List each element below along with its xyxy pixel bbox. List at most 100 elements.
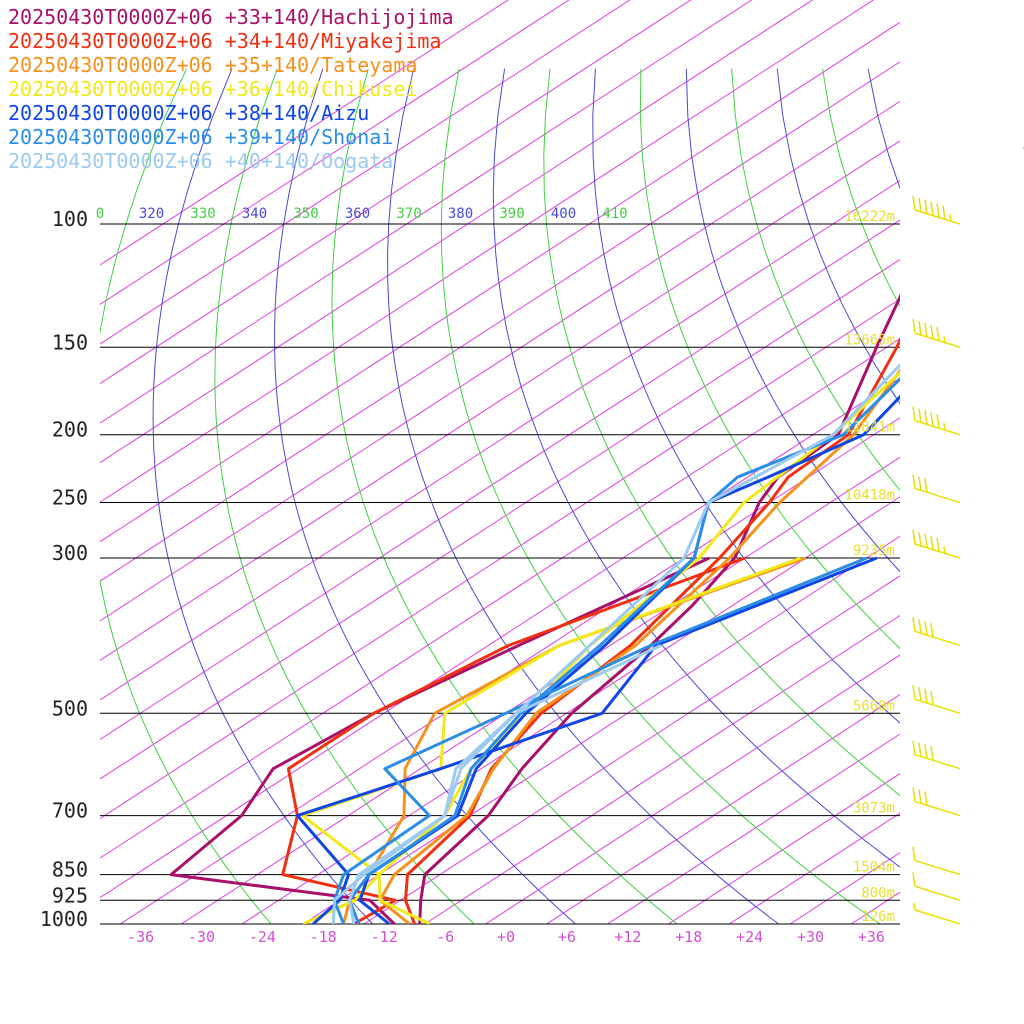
dry-adiabat-line: [543, 68, 900, 797]
isotherm-line: [485, 654, 900, 924]
profile-line-shonai: [332, 556, 868, 924]
height-label: 5660m: [853, 698, 895, 714]
pressure-tick-label: 100: [52, 207, 88, 231]
temperature-tick-label: +36: [858, 928, 885, 946]
height-label: 13665m: [844, 332, 895, 348]
dry-adiabat-line: [731, 68, 900, 492]
temperature-tick-label: -24: [249, 928, 276, 946]
wind-barb: [913, 902, 961, 925]
legend-entry: 20250430T0000Z+06 +33+140/Hachijojima: [8, 5, 454, 29]
wind-barb: [912, 195, 961, 225]
legend-entry: 20250430T0000Z+06 +36+140/Chikusei: [8, 77, 417, 101]
pressure-tick-label: 200: [52, 418, 88, 442]
height-label: 3073m: [853, 801, 895, 817]
isotherm-line: [912, 0, 1024, 924]
profile-line-shonai: [348, 376, 900, 924]
dry-adiabat-line: [776, 68, 900, 405]
isotherm-line: [973, 0, 1024, 924]
temperature-tick-label: -36: [127, 928, 154, 946]
temperature-tick-label: +18: [675, 928, 702, 946]
temperature-tick-label: +30: [797, 928, 824, 946]
wind-barb: [912, 406, 961, 436]
dry-adiabat-line: [492, 68, 900, 868]
dry-adiabat-line: [685, 68, 900, 573]
theta-label: 340: [242, 206, 267, 222]
isotherm-line: [850, 891, 900, 924]
dry-adiabat-line: [592, 68, 900, 724]
dry-adiabat-line: [959, 69, 1024, 939]
wind-barb: [912, 846, 961, 876]
legend-entry: 20250430T0000Z+06 +40+140/Oogata: [8, 149, 393, 173]
isotherm-line: [241, 496, 900, 924]
height-label: 1504m: [853, 860, 895, 876]
theta-label: 330: [190, 206, 215, 222]
profile-line-hachijojima: [418, 293, 900, 924]
profile-line-oogata: [348, 362, 900, 924]
temperature-tick-label: -30: [188, 928, 215, 946]
pressure-tick-label: 850: [52, 858, 88, 882]
theta-label: 390: [499, 206, 524, 222]
pressure-tick-label: 700: [52, 799, 88, 823]
isotherm-line: [363, 575, 900, 924]
temperature-tick-label: -18: [310, 928, 337, 946]
theta-label: 350: [293, 206, 318, 222]
wind-barb: [912, 319, 961, 348]
theta-label: 370: [396, 206, 421, 222]
isotherm-line: [424, 614, 900, 924]
pressure-tick-label: 500: [52, 696, 88, 720]
height-label: 126m: [861, 909, 895, 925]
profile-line-miyakejima: [281, 556, 746, 924]
temperature-tick-label: +24: [736, 928, 763, 946]
dry-adiabat-line: [274, 68, 577, 924]
wind-barb: [912, 617, 961, 647]
theta-label: 320: [139, 206, 164, 222]
dry-adiabat-line: [639, 68, 900, 650]
legend-entry: 20250430T0000Z+06 +39+140/Shonai: [8, 125, 393, 149]
theta-label: 410: [602, 206, 627, 222]
profile-line-miyakejima: [404, 336, 900, 924]
pressure-grid: [100, 223, 900, 925]
height-label: 9235m: [853, 543, 895, 559]
temperature-tick-label: +6: [558, 928, 576, 946]
pressure-tick-label: 300: [52, 541, 88, 565]
legend: 20250430T0000Z+06 +33+140/Hachijojima202…: [8, 5, 454, 173]
theta-label: 380: [448, 206, 473, 222]
legend-entry: 20250430T0000Z+06 +34+140/Miyakejima: [8, 29, 441, 53]
height-label: 800m: [861, 885, 895, 901]
dry-adiabat-line: [331, 68, 678, 924]
profile-line-tateyama: [378, 368, 900, 924]
temperature-tick-label: +12: [614, 928, 641, 946]
isotherm-line: [100, 0, 753, 424]
wind-barb: [912, 685, 961, 714]
pressure-tick-label: 925: [52, 883, 88, 907]
wind-barbs: [912, 195, 961, 925]
isotherm-line: [607, 733, 900, 924]
height-label: 11841m: [844, 420, 895, 436]
pressure-tick-label: 150: [52, 330, 88, 354]
isotherm-line: [100, 0, 509, 266]
height-label: 10418m: [844, 488, 895, 504]
isotherm-line: [668, 773, 900, 924]
wind-barb: [912, 740, 961, 770]
height-label: 16222m: [844, 209, 895, 225]
profile-line-oogata: [331, 644, 662, 924]
theta-label: 0: [96, 206, 104, 222]
isotherm-line: [100, 0, 692, 385]
isotherm-label: -66: [1021, 138, 1024, 156]
isotherm-line: [100, 0, 570, 306]
dry-adiabat-line: [914, 69, 1024, 939]
pressure-tick-label: 250: [52, 486, 88, 510]
sounding-profiles: [169, 293, 900, 924]
isotherm-line: [546, 693, 900, 924]
theta-label: 400: [551, 206, 576, 222]
wind-barb: [912, 529, 961, 559]
temperature-tick-label: -6: [436, 928, 454, 946]
dry-adiabat-line: [440, 68, 881, 924]
pressure-tick-label: 1000: [40, 907, 88, 931]
isotherm-line: [302, 535, 900, 924]
temperature-tick-label: -12: [371, 928, 398, 946]
legend-entry: 20250430T0000Z+06 +35+140/Tateyama: [8, 53, 417, 77]
isotherm-line: [180, 456, 900, 924]
